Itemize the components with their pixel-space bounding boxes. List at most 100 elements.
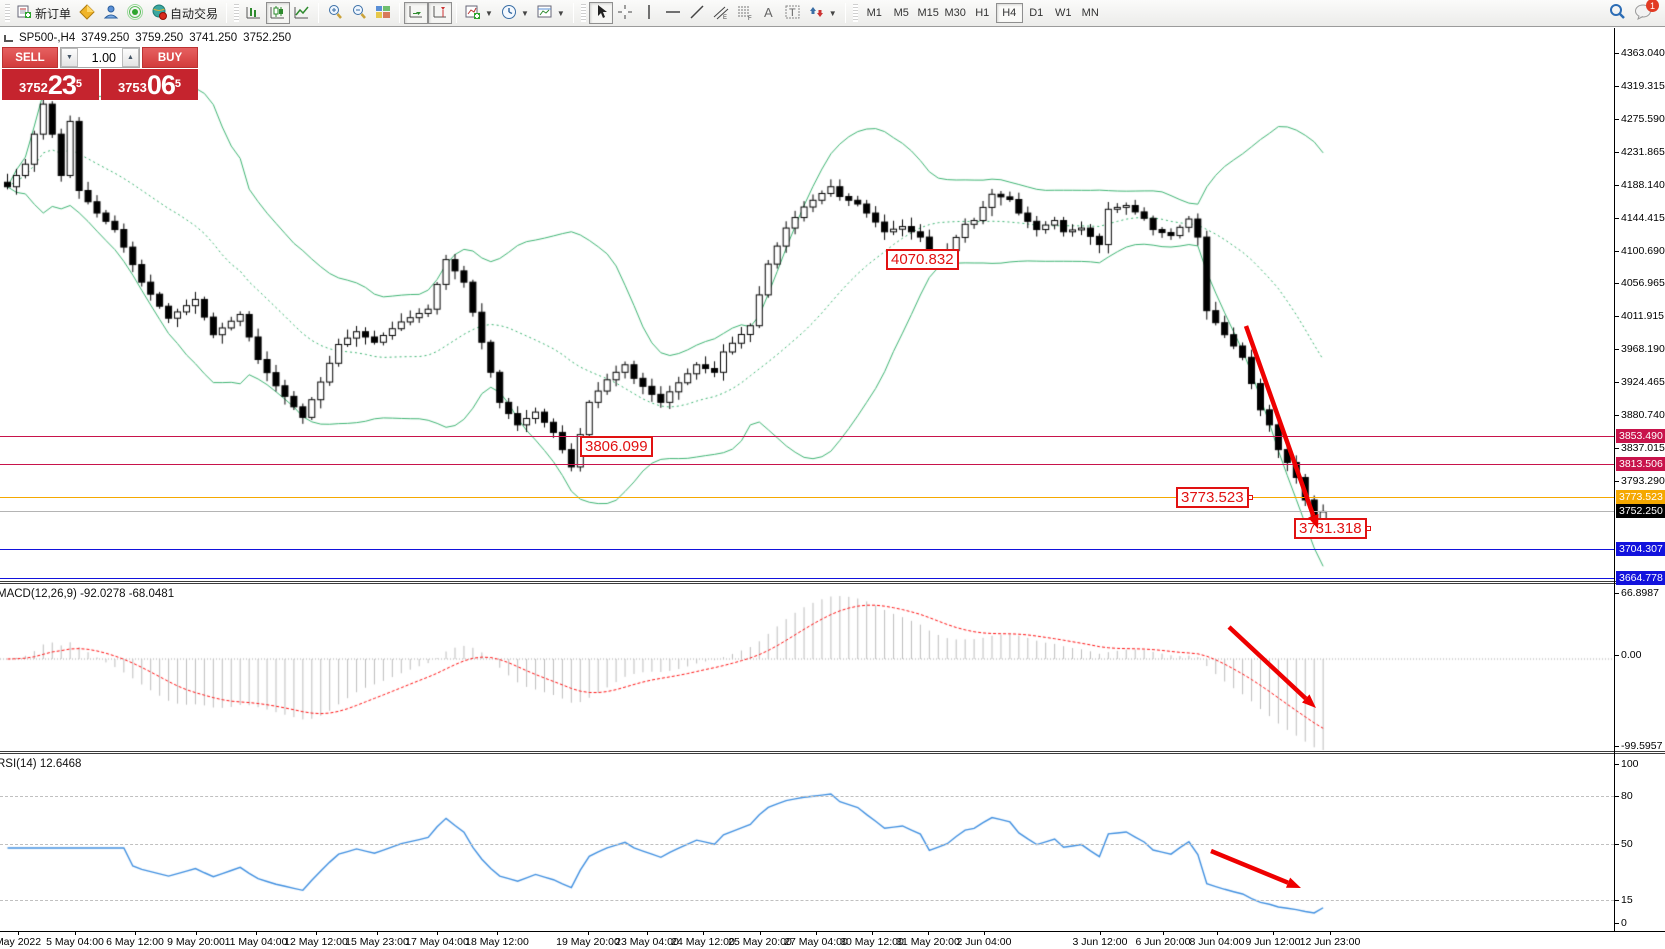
sell-button[interactable]: SELL: [2, 47, 58, 68]
macd-axis-tick: [1614, 655, 1619, 656]
bar-chart-button[interactable]: [242, 2, 266, 24]
pane-separator[interactable]: [0, 581, 1665, 584]
text-label-tool-button[interactable]: T: [781, 2, 805, 24]
time-axis-tick: [872, 931, 873, 935]
volume-stepper: ▼ ▲: [60, 47, 140, 68]
volume-increase-button[interactable]: ▲: [122, 48, 139, 67]
arrows-tool-button[interactable]: ▼: [805, 2, 841, 24]
zoom-out-icon: [351, 4, 367, 23]
rsi-level-line: [0, 796, 1614, 797]
price-line-badge: 3773.523: [1616, 490, 1665, 504]
volume-input[interactable]: [78, 48, 122, 67]
timeframe-m1[interactable]: M1: [866, 7, 882, 19]
horizontal-price-line[interactable]: [0, 549, 1614, 550]
search-button[interactable]: [1605, 2, 1630, 24]
buy-button[interactable]: BUY: [142, 47, 198, 68]
timeframe-h1[interactable]: H1: [975, 7, 990, 19]
vertical-line-tool-button[interactable]: [637, 2, 661, 24]
time-axis-tick: [984, 931, 985, 935]
horizontal-price-line[interactable]: [0, 436, 1614, 437]
price-axis-tick: [1614, 85, 1619, 87]
price-annotation[interactable]: 3773.523: [1176, 487, 1253, 508]
cursor-tool-button[interactable]: [588, 2, 613, 24]
buy-price-main: 06: [146, 70, 176, 100]
price-line-badge: 3664.778: [1616, 571, 1665, 585]
high-value: 3759.250: [135, 32, 184, 44]
channel-tool-button[interactable]: E: [709, 2, 733, 24]
notifications-button[interactable]: 1: [1630, 0, 1659, 24]
time-axis-label: 17 May 04:00: [405, 936, 469, 948]
timeframe-group: M1 M5 M15 M30 H1 H4 D1 W1 MN: [861, 3, 1104, 23]
chart-window: SP500-,H4 3749.250 3759.250 3741.250 375…: [0, 28, 1665, 949]
time-axis-tick: [437, 931, 438, 935]
line-chart-button[interactable]: [290, 2, 314, 24]
indicators-button[interactable]: ▼: [461, 2, 497, 24]
volume-decrease-button[interactable]: ▼: [61, 48, 78, 67]
time-axis-tick: [1217, 931, 1218, 935]
buy-quote[interactable]: 3753 06 5: [101, 69, 198, 100]
price-axis-tick: [1614, 217, 1619, 219]
horizontal-price-line[interactable]: [0, 497, 1614, 498]
timeframe-m5[interactable]: M5: [893, 7, 909, 19]
time-axis-tick: [928, 931, 929, 935]
horizontal-price-line[interactable]: [0, 464, 1614, 465]
fibonacci-tool-button[interactable]: F: [733, 2, 757, 24]
trendline-tool-button[interactable]: [685, 2, 709, 24]
pane-separator[interactable]: [0, 751, 1665, 754]
timeframe-m15[interactable]: M15: [917, 7, 939, 19]
time-axis-label: 5 May 04:00: [46, 936, 104, 948]
signals-button[interactable]: [123, 2, 147, 24]
auto-scroll-icon: [408, 4, 424, 23]
price-axis-tick: [1614, 184, 1619, 186]
price-axis-label: 4231.865: [1621, 145, 1665, 158]
annotation-handle[interactable]: [1365, 525, 1371, 531]
chart-shift-button[interactable]: [428, 2, 453, 24]
autotrading-button[interactable]: 自动交易: [147, 2, 222, 24]
periods-button[interactable]: ▼: [497, 2, 533, 24]
price-annotation[interactable]: 3731.318: [1294, 518, 1371, 539]
sell-quote[interactable]: 3752 23 5: [2, 69, 99, 100]
time-axis-label: 30 May 12:00: [840, 936, 904, 948]
timeframe-d1[interactable]: D1: [1029, 7, 1044, 19]
price-axis-label: 4056.965: [1621, 277, 1665, 290]
profile-button[interactable]: [75, 2, 99, 24]
macd-axis-label: -99.5957: [1621, 740, 1663, 752]
timeframe-w1[interactable]: W1: [1054, 7, 1072, 19]
tile-windows-button[interactable]: [371, 2, 395, 24]
cursor-icon: [594, 4, 608, 22]
new-order-button[interactable]: 新订单: [13, 2, 75, 24]
timeframe-m30[interactable]: M30: [944, 7, 966, 19]
rsi-axis-label: 15: [1621, 894, 1633, 906]
zoom-out-button[interactable]: [347, 2, 371, 24]
timeframe-mn[interactable]: MN: [1081, 7, 1099, 19]
text-tool-button[interactable]: A: [757, 2, 781, 24]
auto-scroll-button[interactable]: [404, 2, 429, 24]
price-annotation[interactable]: 3806.099: [580, 436, 653, 457]
price-annotation[interactable]: 4070.832: [886, 249, 959, 270]
one-click-trading-panel: SELL ▼ ▲ BUY 3752 23 5 3753 06 5: [2, 47, 198, 100]
horizontal-price-line[interactable]: [0, 511, 1614, 512]
price-axis-label: 4319.315: [1621, 79, 1665, 92]
sell-price-pip: 5: [75, 78, 83, 90]
templates-button[interactable]: ▼: [533, 2, 569, 24]
timeframe-h4[interactable]: H4: [995, 3, 1023, 23]
zoom-in-button[interactable]: [323, 2, 347, 24]
rsi-pane-canvas[interactable]: [0, 755, 1614, 930]
annotation-handle[interactable]: [1247, 494, 1253, 500]
horizontal-line-tool-button[interactable]: [661, 2, 685, 24]
time-axis-tick: [135, 931, 136, 935]
macd-pane-canvas[interactable]: [0, 585, 1614, 751]
toolbar-grip[interactable]: [5, 4, 10, 22]
crosshair-tool-button[interactable]: [613, 2, 637, 24]
time-axis-label: 2 Jun 04:00: [956, 936, 1012, 948]
rsi-axis-tick: [1614, 844, 1619, 845]
price-chart-canvas[interactable]: [0, 28, 1614, 581]
text-icon: A: [762, 5, 776, 22]
chart-window-icon: [4, 34, 13, 42]
candlestick-chart-button[interactable]: [266, 2, 291, 24]
horizontal-price-line[interactable]: [0, 578, 1614, 579]
time-axis-label: 23 May 04:00: [615, 936, 679, 948]
community-button[interactable]: [99, 2, 123, 24]
price-axis-tick: [1614, 118, 1619, 120]
time-axis-label: 24 May 12:00: [671, 936, 735, 948]
